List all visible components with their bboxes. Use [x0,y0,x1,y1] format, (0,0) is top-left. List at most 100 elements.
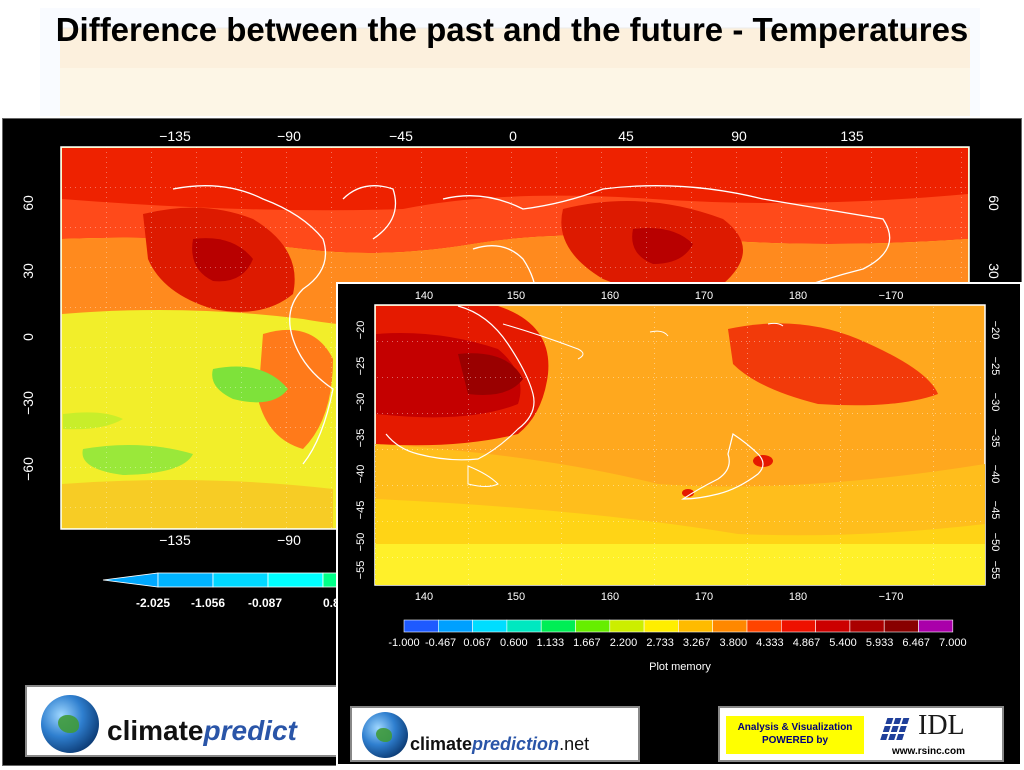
zoom-y-tick-right: −40 [989,465,1001,484]
zoom-x-tick-top: 170 [695,290,713,302]
zoom-y-tick-right: −30 [989,393,1001,412]
slide-title: Difference between the past and the futu… [55,11,969,48]
logo-word-climate: climate [410,734,473,754]
zoom-legend-swatch [883,619,919,633]
zoom-y-tick-right: −20 [989,321,1001,340]
zoom-x-tick-top: −170 [879,290,904,302]
global-x-tick-top: 0 [509,128,517,144]
zoom-legend-label: -1.000 [388,637,419,649]
zoom-x-tick-bottom: 170 [695,591,713,603]
zoom-x-tick-bottom: 180 [789,591,807,603]
zoom-legend-swatch [643,619,679,633]
idl-logo: Analysis & Visualization POWERED by IDL … [718,706,1004,762]
global-y-tick-left: 30 [20,263,36,279]
zoom-legend-label: 4.867 [793,637,821,649]
zoom-x-tick-top: 140 [415,290,433,302]
global-legend-label: -0.087 [248,596,282,610]
zoom-legend-swatch [746,619,782,633]
zoom-y-tick-left: −55 [355,561,367,580]
zoom-y-tick-right: −50 [989,533,1001,552]
zoom-legend-label: 7.000 [939,637,967,649]
zoom-x-tick-top: 160 [601,290,619,302]
legend-arrow [102,572,159,588]
global-y-tick-left: 60 [20,195,36,211]
logo-word-predict: predict [203,715,297,746]
zoom-legend-label: 0.067 [463,637,491,649]
zoom-legend-swatch [506,619,542,633]
idl-grid-icon [880,718,910,740]
zoom-temperature-field [374,304,986,586]
idl-url: www.rsinc.com [892,746,965,757]
zoom-x-tick-bottom: −170 [879,591,904,603]
plot-caption: Plot memory [649,661,711,673]
zoom-legend-label: 4.333 [756,637,784,649]
zoom-y-tick-left: −40 [355,465,367,484]
global-x-tick-bottom: −135 [159,532,191,548]
climateprediction-wordmark: climateprediction.net [410,734,589,755]
idl-tagline-line1: Analysis & Visualization [737,722,853,733]
globe-icon [362,712,408,758]
global-y-tick-right: 60 [986,195,1002,211]
zoom-legend-label: 6.467 [902,637,930,649]
zoom-legend-label: -0.467 [425,637,456,649]
global-legend-swatch [157,572,214,588]
global-x-tick-bottom: −90 [277,532,301,548]
zoom-legend-swatch [472,619,508,633]
zoom-map-panel: 140 150 160 170 180 −170 [336,282,1022,766]
zoom-y-tick-right: −35 [989,429,1001,448]
background-map-ghost [40,8,980,116]
logo-word-prediction: prediction [472,734,560,754]
zoom-y-tick-left: −45 [355,501,367,520]
zoom-y-tick-right: −45 [989,501,1001,520]
zoom-legend-label: 1.133 [537,637,565,649]
zoom-x-tick-bottom: 160 [601,591,619,603]
zoom-y-tick-left: −30 [355,393,367,412]
climateprediction-logo: climateprediction.net [350,706,640,762]
zoom-y-tick-right: −55 [989,561,1001,580]
climateprediction-wordmark: climatepredict [107,715,297,747]
global-x-tick-top: 135 [840,128,864,144]
zoom-legend-swatch [678,619,713,633]
zoom-legend-label: 5.400 [829,637,857,649]
idl-tagline-line2: POWERED by [761,735,829,746]
zoom-legend-swatch [712,619,748,633]
zoom-legend: -1.000 -0.467 0.067 0.600 1.133 1.667 2.200 2.7… [388,619,967,649]
zoom-y-tick-right: −25 [989,357,1001,376]
zoom-legend-label: 2.200 [610,637,638,649]
zoom-map-svg: 140 150 160 170 180 −170 [355,290,1001,673]
globe-icon [41,695,99,753]
global-x-tick-top: 45 [618,128,634,144]
zoom-legend-swatch [780,619,816,633]
zoom-legend-swatch [815,619,851,633]
global-legend: -2.025 -1.056 -0.087 0.88 [102,572,347,610]
global-y-tick-left: −30 [20,391,36,415]
zoom-y-tick-left: −50 [355,533,367,552]
global-y-tick-right: 30 [986,263,1002,279]
logo-word-climate: climate [107,715,204,746]
zoom-legend-swatch [609,619,645,633]
zoom-legend-swatch [438,619,473,633]
zoom-legend-swatch [575,619,611,633]
zoom-legend-swatch [403,619,439,633]
zoom-x-tick-bottom: 140 [415,591,433,603]
zoom-x-tick-bottom: 150 [507,591,525,603]
global-y-tick-left: 0 [20,333,36,341]
zoom-legend-label: 5.933 [866,637,894,649]
zoom-legend-label: 2.733 [646,637,674,649]
zoom-x-tick-top: 150 [507,290,525,302]
zoom-legend-swatch [540,619,576,633]
global-x-tick-top: 90 [731,128,747,144]
zoom-legend-swatch [918,619,954,633]
global-x-tick-top: −135 [159,128,191,144]
global-x-tick-top: −90 [277,128,301,144]
idl-tagline-box: Analysis & Visualization POWERED by [726,716,864,754]
logo-word-tld: .net [559,734,590,754]
global-legend-swatch [322,572,338,588]
global-y-tick-left: −60 [20,457,36,481]
global-x-tick-top: −45 [389,128,413,144]
global-legend-swatch [267,572,324,588]
zoom-legend-label: 3.800 [720,637,748,649]
zoom-x-tick-top: 180 [789,290,807,302]
zoom-y-tick-left: −35 [355,429,367,448]
zoom-legend-label: 0.600 [500,637,528,649]
